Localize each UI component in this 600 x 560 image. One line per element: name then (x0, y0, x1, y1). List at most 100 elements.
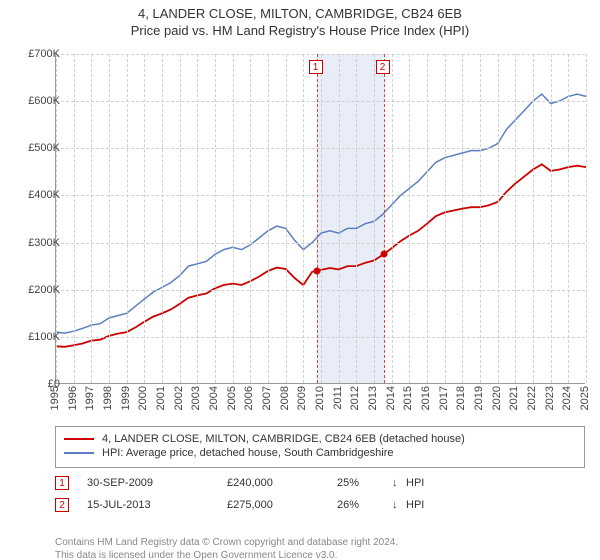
xtick-label: 2009 (296, 386, 308, 410)
gridline-v (409, 54, 410, 383)
title-main: 4, LANDER CLOSE, MILTON, CAMBRIDGE, CB24… (0, 6, 600, 21)
gridline-v (445, 54, 446, 383)
gridline-v (162, 54, 163, 383)
legend-swatch (64, 452, 94, 454)
xtick-label: 2000 (137, 386, 149, 410)
xtick-label: 2014 (385, 386, 397, 410)
xtick-label: 1996 (67, 386, 79, 410)
gridline-v (427, 54, 428, 383)
sale-point (313, 267, 320, 274)
gridline-v (91, 54, 92, 383)
sale-edge (317, 54, 318, 383)
xtick-label: 2015 (402, 386, 414, 410)
gridline-v (374, 54, 375, 383)
sale-vs: HPI (406, 477, 424, 489)
gridline-v (586, 54, 587, 383)
xtick-label: 2016 (420, 386, 432, 410)
sale-date: 15-JUL-2013 (87, 499, 227, 511)
xtick-label: 2006 (243, 386, 255, 410)
sale-row-marker: 2 (55, 498, 69, 512)
gridline-v (144, 54, 145, 383)
xtick-label: 2007 (261, 386, 273, 410)
xtick-label: 2001 (155, 386, 167, 410)
sale-marker-box: 2 (376, 60, 390, 74)
footer-line-2: This data is licensed under the Open Gov… (55, 549, 585, 560)
xtick-label: 2011 (332, 386, 344, 410)
xtick-label: 2002 (173, 386, 185, 410)
sale-price: £240,000 (227, 477, 337, 489)
xtick-label: 2021 (508, 386, 520, 410)
gridline-v (180, 54, 181, 383)
gridline-v (551, 54, 552, 383)
xtick-label: 2022 (526, 386, 538, 410)
xtick-label: 2018 (455, 386, 467, 410)
plot-area (55, 54, 585, 384)
gridline-v (533, 54, 534, 383)
sale-date: 30-SEP-2009 (87, 477, 227, 489)
gridline-v (480, 54, 481, 383)
footer: Contains HM Land Registry data © Crown c… (55, 536, 585, 560)
xtick-label: 1997 (84, 386, 96, 410)
chart-container: 4, LANDER CLOSE, MILTON, CAMBRIDGE, CB24… (0, 6, 600, 560)
xtick-label: 2019 (473, 386, 485, 410)
sale-row: 1 30-SEP-2009£240,00025%↓HPI (55, 476, 585, 490)
ytick-label: £100K (10, 331, 60, 343)
legend-label: HPI: Average price, detached house, Sout… (102, 447, 393, 459)
gridline-v (127, 54, 128, 383)
sale-edge (384, 54, 385, 383)
sale-point (380, 251, 387, 258)
xtick-label: 2010 (314, 386, 326, 410)
sale-row-marker: 1 (55, 476, 69, 490)
gridline-v (74, 54, 75, 383)
sale-pct: 26% (337, 499, 392, 511)
gridline-v (392, 54, 393, 383)
gridline-v (286, 54, 287, 383)
xtick-label: 2003 (190, 386, 202, 410)
sale-pct: 25% (337, 477, 392, 489)
ytick-label: £300K (10, 237, 60, 249)
xtick-label: 2005 (226, 386, 238, 410)
legend: 4, LANDER CLOSE, MILTON, CAMBRIDGE, CB24… (55, 426, 585, 468)
xtick-label: 1995 (49, 386, 61, 410)
sale-vs: HPI (406, 499, 424, 511)
sale-row: 2 15-JUL-2013£275,00026%↓HPI (55, 498, 585, 512)
sale-price: £275,000 (227, 499, 337, 511)
gridline-v (303, 54, 304, 383)
gridline-v (356, 54, 357, 383)
gridline-v (215, 54, 216, 383)
arrow-down-icon: ↓ (392, 499, 406, 511)
xtick-label: 2017 (438, 386, 450, 410)
xtick-label: 2024 (561, 386, 573, 410)
legend-item: HPI: Average price, detached house, Sout… (64, 447, 576, 459)
gridline-v (233, 54, 234, 383)
legend-swatch (64, 438, 94, 440)
gridline-v (109, 54, 110, 383)
xtick-label: 2012 (349, 386, 361, 410)
ytick-label: £200K (10, 284, 60, 296)
xtick-label: 2013 (367, 386, 379, 410)
gridline-v (268, 54, 269, 383)
ytick-label: £600K (10, 95, 60, 107)
legend-item: 4, LANDER CLOSE, MILTON, CAMBRIDGE, CB24… (64, 433, 576, 445)
ytick-label: £500K (10, 142, 60, 154)
gridline-v (197, 54, 198, 383)
xtick-label: 2020 (491, 386, 503, 410)
gridline-v (250, 54, 251, 383)
gridline-v (515, 54, 516, 383)
xtick-label: 1998 (102, 386, 114, 410)
sale-marker-box: 1 (309, 60, 323, 74)
gridline-v (462, 54, 463, 383)
xtick-label: 2023 (544, 386, 556, 410)
gridline-v (339, 54, 340, 383)
ytick-label: £400K (10, 189, 60, 201)
gridline-v (568, 54, 569, 383)
arrow-down-icon: ↓ (392, 477, 406, 489)
ytick-label: £700K (10, 48, 60, 60)
footer-line-1: Contains HM Land Registry data © Crown c… (55, 536, 585, 549)
xtick-label: 2025 (579, 386, 591, 410)
legend-label: 4, LANDER CLOSE, MILTON, CAMBRIDGE, CB24… (102, 433, 465, 445)
title-sub: Price paid vs. HM Land Registry's House … (0, 23, 600, 38)
gridline-v (498, 54, 499, 383)
titles: 4, LANDER CLOSE, MILTON, CAMBRIDGE, CB24… (0, 6, 600, 38)
xtick-label: 2008 (279, 386, 291, 410)
